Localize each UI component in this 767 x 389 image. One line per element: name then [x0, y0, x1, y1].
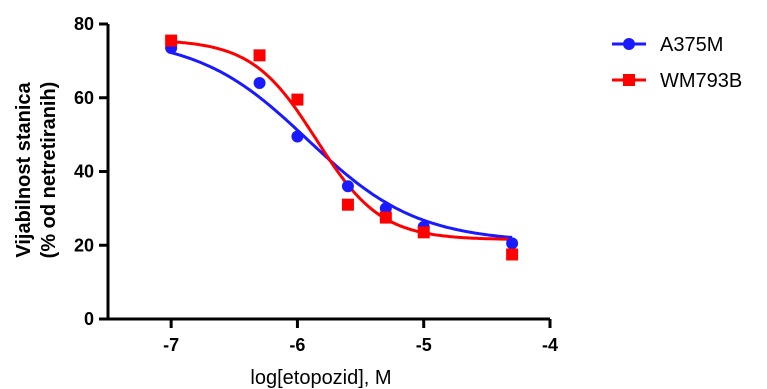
x-axis-title: log[etopozid], M [250, 367, 391, 389]
legend-label-WM793B: WM793B [660, 70, 742, 92]
data-points [165, 34, 519, 261]
data-point-A375M [291, 130, 304, 143]
data-point-WM793B [341, 198, 354, 211]
x-tick-label: -5 [416, 335, 432, 355]
fit-curves [170, 40, 513, 241]
y-axis-title-line2: (% od netretiranih) [38, 82, 60, 259]
fit-curve-A375M [170, 51, 513, 239]
legend: A375M WM793B [612, 34, 742, 92]
data-point-WM793B [417, 226, 430, 239]
data-point-A375M [253, 77, 266, 89]
y-tick-label: 0 [84, 309, 94, 329]
x-tick-label: -7 [163, 335, 179, 355]
x-tick-label: -4 [542, 335, 558, 355]
y-axis-title-line1: Vijabilnost stanica [13, 82, 35, 258]
data-point-WM793B [165, 34, 178, 47]
data-point-A375M [506, 237, 519, 250]
legend-marker-A375M [623, 38, 635, 50]
y-tick-label: 40 [74, 162, 94, 182]
data-point-WM793B [253, 49, 266, 62]
y-tick-label: 20 [74, 235, 94, 255]
x-tick-label: -6 [289, 335, 305, 355]
data-point-WM793B [379, 211, 392, 224]
data-point-A375M [379, 202, 392, 215]
legend-marker-WM793B [623, 74, 635, 86]
data-point-A375M [341, 180, 354, 193]
axes: 0 20 40 60 80 -7 -6 -5 -4 [74, 14, 558, 355]
data-point-WM793B [506, 248, 519, 261]
y-tick-label: 80 [74, 14, 94, 34]
data-point-WM793B [291, 93, 304, 106]
fit-curve-WM793B [171, 40, 513, 241]
legend-label-A375M: A375M [660, 34, 723, 56]
y-tick-label: 60 [74, 88, 94, 108]
